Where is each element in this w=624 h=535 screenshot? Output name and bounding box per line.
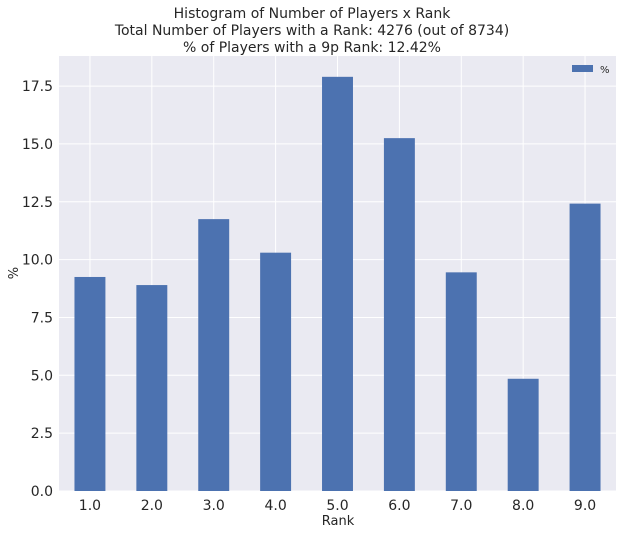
x-axis-label: Rank bbox=[322, 514, 355, 529]
x-tick-labels: 1.0 2.0 3.0 4.0 5.0 6.0 7.0 8.0 9.0 bbox=[79, 498, 596, 514]
bar-rank-3.0 bbox=[198, 219, 230, 491]
x-tick-label: 1.0 bbox=[79, 498, 101, 514]
x-tick-label: 4.0 bbox=[264, 498, 286, 514]
bar-rank-1.0 bbox=[74, 276, 106, 491]
y-axis-label: % bbox=[7, 267, 22, 279]
y-tick-label: 5.0 bbox=[31, 368, 53, 384]
chart-title-line-2: Total Number of Players with a Rank: 427… bbox=[114, 23, 509, 39]
x-tick-label: 5.0 bbox=[326, 498, 348, 514]
y-tick-label: 2.5 bbox=[31, 426, 53, 442]
y-tick-label: 15.0 bbox=[22, 137, 53, 153]
bar-rank-9.0 bbox=[569, 203, 601, 491]
bar-rank-6.0 bbox=[383, 138, 415, 491]
y-tick-label: 12.5 bbox=[22, 195, 53, 211]
legend-swatch bbox=[572, 65, 593, 72]
x-tick-label: 9.0 bbox=[574, 498, 596, 514]
bar-rank-7.0 bbox=[445, 272, 477, 491]
y-tick-label: 10.0 bbox=[22, 253, 53, 269]
x-tick-label: 2.0 bbox=[141, 498, 163, 514]
chart-title-line-1: Histogram of Number of Players x Rank bbox=[174, 6, 452, 22]
y-tick-label: 7.5 bbox=[31, 310, 53, 326]
chart-title-line-3: % of Players with a 9p Rank: 12.42% bbox=[183, 40, 441, 56]
y-tick-label: 17.5 bbox=[22, 79, 53, 95]
legend-label: % bbox=[600, 65, 610, 76]
bars bbox=[74, 76, 601, 492]
x-tick-label: 3.0 bbox=[203, 498, 225, 514]
bar-rank-5.0 bbox=[322, 76, 353, 492]
bar-rank-2.0 bbox=[136, 285, 168, 491]
y-tick-labels: 0.0 2.5 5.0 7.5 10.0 12.5 15.0 17.5 bbox=[22, 79, 53, 500]
x-tick-label: 7.0 bbox=[450, 498, 472, 514]
x-tick-label: 8.0 bbox=[512, 498, 534, 514]
y-tick-label: 0.0 bbox=[31, 484, 53, 500]
legend: % bbox=[572, 65, 610, 76]
bar-rank-4.0 bbox=[260, 252, 292, 491]
bar-rank-8.0 bbox=[507, 378, 539, 491]
x-tick-label: 6.0 bbox=[388, 498, 410, 514]
